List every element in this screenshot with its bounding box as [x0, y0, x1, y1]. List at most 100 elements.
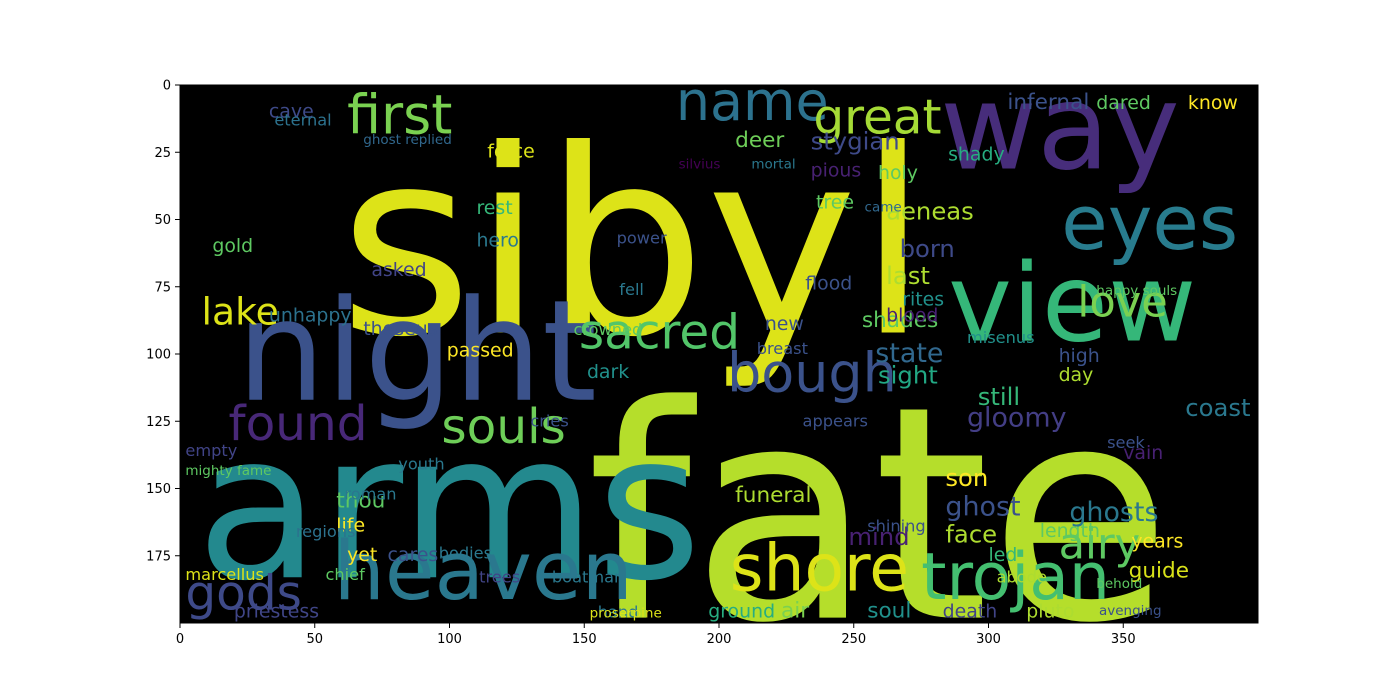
x-tick-label: 250: [841, 632, 866, 647]
word-flood: flood: [805, 272, 852, 294]
word-pluto: pluto: [1026, 601, 1074, 623]
y-tick-label: 50: [154, 213, 171, 228]
word-cares: cares: [388, 544, 439, 566]
word-blood: blood: [886, 305, 938, 327]
word-eternal: eternal: [274, 110, 331, 129]
word-shades: shades: [862, 308, 938, 333]
word-stygian: stygian: [811, 127, 900, 156]
word-sight: sight: [878, 361, 938, 390]
word-last: last: [886, 261, 930, 290]
word-airy: airy: [1059, 519, 1141, 569]
x-tick-label: 200: [707, 632, 732, 647]
word-still: still: [978, 382, 1020, 411]
word-appears: appears: [803, 412, 868, 431]
word-rites: rites: [902, 289, 944, 311]
word-night: night: [237, 271, 597, 434]
word-great: great: [813, 89, 941, 145]
x-tick-label: 350: [1111, 632, 1136, 647]
plot-area: [180, 85, 1258, 623]
word-regions: regions: [296, 522, 356, 541]
y-tick-label: 100: [146, 348, 171, 363]
word-face: face: [945, 519, 997, 548]
word-passed: passed: [447, 340, 514, 362]
word-youth: youth: [398, 455, 444, 474]
y-tick-label: 75: [154, 280, 171, 295]
word-cries: cries: [530, 412, 568, 431]
word-shore: shore: [730, 532, 909, 607]
word-air: air: [781, 599, 809, 624]
word-ground: ground: [708, 601, 775, 623]
word-name: name: [676, 70, 829, 133]
word-priestess: priestess: [234, 601, 319, 623]
word-led: led: [989, 544, 1018, 566]
word-empty: empty: [185, 441, 237, 460]
word-fell: fell: [619, 280, 644, 299]
word-ghost-replied: ghost replied: [363, 132, 452, 148]
word-fate: fate: [587, 343, 1172, 688]
word-came: came: [865, 199, 902, 215]
word-infernal: infernal: [1007, 90, 1089, 115]
word-pious: pious: [811, 159, 862, 181]
word-boatman: boatman: [552, 568, 624, 587]
word-unhappy: unhappy: [269, 305, 352, 327]
word-love: love: [1077, 277, 1167, 327]
word-first: first: [347, 83, 452, 146]
word-son: son: [945, 463, 988, 492]
word-avenging: avenging: [1099, 603, 1162, 619]
word-chief: chief: [326, 565, 366, 584]
word-holy: holy: [878, 162, 918, 184]
word-lake: lake: [202, 289, 279, 333]
word-shining: shining: [867, 517, 925, 536]
word-mind: mind: [848, 522, 909, 551]
word-death: death: [943, 601, 998, 623]
x-tick-label: 100: [437, 632, 462, 647]
y-axis: 0 25 50 75 100 125 150 175: [146, 79, 180, 564]
word-ghosts: ghosts: [1069, 497, 1158, 528]
word-hero: hero: [476, 229, 519, 251]
y-tick-label: 0: [163, 79, 171, 94]
word-state: state: [875, 338, 943, 369]
word-life: life: [336, 515, 365, 537]
word-years: years: [1131, 531, 1183, 553]
word-bough: bough: [727, 342, 897, 405]
word-crowned: crowned: [573, 320, 642, 339]
word-heaven: heaven: [334, 525, 633, 619]
word-shady: shady: [948, 143, 1005, 165]
word-force: force: [487, 141, 535, 163]
word-marcellus: marcellus: [185, 565, 264, 584]
word-new: new: [765, 313, 804, 335]
word-way: way: [940, 58, 1180, 196]
word-vain: vain: [1123, 442, 1163, 464]
word-eyes: eyes: [1061, 179, 1238, 267]
word-gold: gold: [212, 235, 253, 257]
word-day: day: [1059, 364, 1094, 386]
word-souls: souls: [441, 399, 565, 455]
word-funeral: funeral: [735, 483, 811, 508]
word-trojan: trojan: [921, 540, 1110, 615]
word-cave: cave: [269, 100, 314, 122]
word-seek: seek: [1107, 433, 1145, 452]
word-guide: guide: [1129, 558, 1189, 583]
word-bodies: bodies: [439, 543, 492, 562]
word-coast: coast: [1185, 393, 1250, 422]
word-thou: thou: [336, 488, 385, 513]
y-tick-label: 150: [146, 482, 171, 497]
word-power: power: [617, 229, 667, 248]
word-ghost: ghost: [945, 491, 1020, 522]
word-asked: asked: [371, 259, 426, 281]
word-yet: yet: [347, 544, 377, 566]
word-gloomy: gloomy: [967, 403, 1067, 434]
word-length: length: [1040, 520, 1100, 542]
word-roman: roman: [344, 484, 396, 503]
y-tick-label: 125: [146, 415, 171, 430]
word-know: know: [1188, 92, 1238, 114]
word-breast: breast: [757, 339, 808, 358]
word-gods: gods: [185, 566, 302, 622]
word-sibyl: sibyl: [339, 95, 929, 393]
word-found: found: [229, 396, 368, 452]
word-happy-souls: happy souls: [1096, 283, 1177, 299]
x-tick-label: 50: [306, 632, 323, 647]
word-view: view: [948, 242, 1196, 367]
